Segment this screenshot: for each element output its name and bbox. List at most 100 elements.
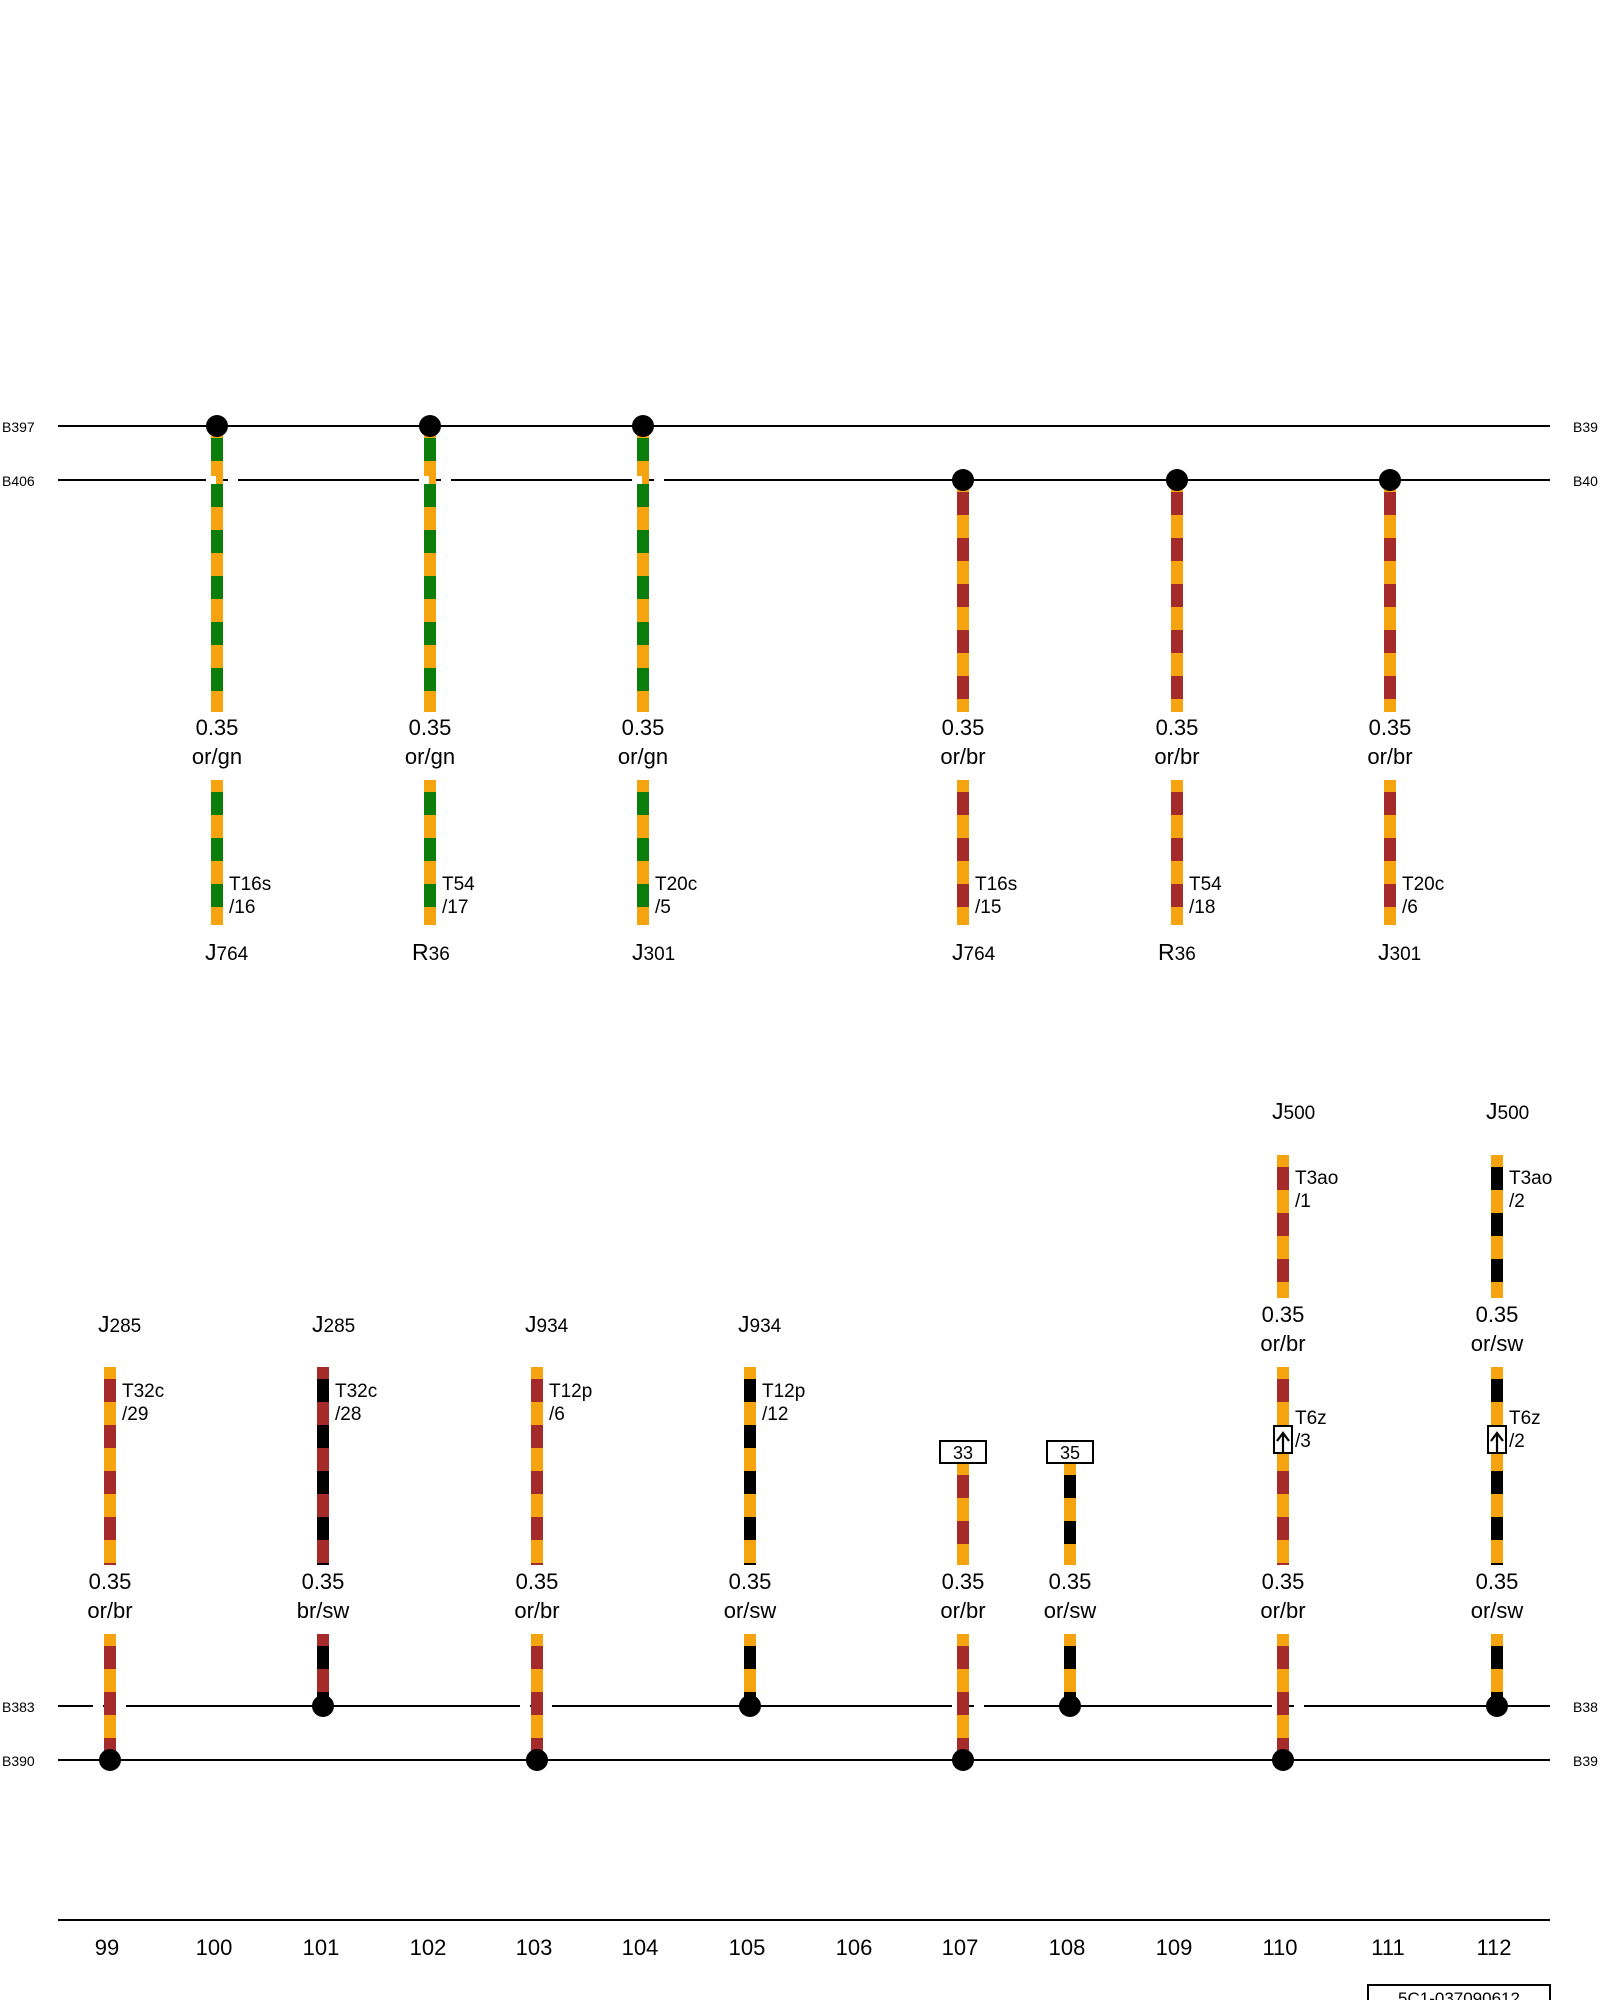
top-bus-lines: B397 B406 B39 B40 bbox=[2, 419, 1598, 489]
wire-gauge: 0.35 bbox=[1476, 1569, 1519, 1594]
wire-gauge: 0.35 bbox=[729, 1569, 772, 1594]
wire-gauge: 0.35 bbox=[1369, 715, 1412, 740]
bus-label-b397-right: B39 bbox=[1573, 419, 1598, 435]
connector-label: T16s bbox=[975, 874, 1017, 895]
connector-label: T3ao bbox=[1509, 1168, 1552, 1189]
crossing-gaps bbox=[206, 476, 664, 484]
wire-color-code: or/br bbox=[87, 1598, 132, 1623]
connector-label: T12p bbox=[549, 1381, 592, 1402]
wire-color-code: or/gn bbox=[192, 744, 242, 769]
wire-color-code: or/sw bbox=[1471, 1598, 1524, 1623]
connector-label: T16s bbox=[229, 874, 271, 895]
connector-label: T32c bbox=[122, 1381, 164, 1402]
bottom-junctions bbox=[99, 1695, 1508, 1771]
wire-segment-upper bbox=[1171, 480, 1183, 712]
wire-segment-upper bbox=[531, 1367, 543, 1565]
wire-segment-lower bbox=[424, 780, 436, 925]
column-number: 112 bbox=[1476, 1935, 1511, 1960]
bottom-bus-lines: B383 B390 B38 B39 bbox=[2, 1699, 1598, 1769]
bus-label-b406-right: B40 bbox=[1573, 473, 1598, 489]
column-number: 100 bbox=[196, 1935, 233, 1960]
component-label: J285 bbox=[98, 1311, 141, 1337]
top-junctions bbox=[206, 415, 1401, 491]
wire-segment-upper bbox=[1064, 1463, 1076, 1565]
top-wire-4: 0.35 or/br T16s /15 J764 bbox=[940, 715, 1017, 965]
bus-label-b383-right: B38 bbox=[1573, 1699, 1598, 1715]
top-wire-3: 0.35 or/gn T20c /5 J301 bbox=[618, 715, 697, 965]
column-number: 101 bbox=[303, 1935, 340, 1960]
connector-pin: /28 bbox=[335, 1404, 361, 1425]
bus-label-b406: B406 bbox=[2, 473, 35, 489]
wire-color-code: or/br bbox=[1260, 1598, 1305, 1623]
wire-gauge: 0.35 bbox=[1156, 715, 1199, 740]
wire-gauge: 0.35 bbox=[1476, 1302, 1519, 1327]
wire-gauge: 0.35 bbox=[409, 715, 452, 740]
wire-color-code: or/sw bbox=[1044, 1598, 1097, 1623]
connector-pin: /15 bbox=[975, 897, 1001, 918]
wire-segment-upper bbox=[317, 1367, 329, 1565]
wire-color-code: or/br bbox=[1154, 744, 1199, 769]
wire-color-code: or/gn bbox=[405, 744, 455, 769]
component-label: J500 bbox=[1272, 1098, 1315, 1124]
wire-color-code: or/sw bbox=[724, 1598, 777, 1623]
wire-segment-upper bbox=[104, 1367, 116, 1565]
component-label: R36 bbox=[1158, 939, 1196, 965]
connector-pin: /1 bbox=[1295, 1191, 1311, 1212]
wire-segment-lower bbox=[1277, 1634, 1289, 1760]
junction-dot bbox=[1166, 469, 1188, 491]
wire-segment-lower bbox=[957, 780, 969, 925]
bus-label-b390: B390 bbox=[2, 1753, 35, 1769]
bottom-wire-5: 33 0.35 or/br bbox=[939, 1440, 987, 1623]
column-number: 99 bbox=[95, 1935, 119, 1960]
reference-box bbox=[939, 1440, 987, 1464]
wire-segment-upper bbox=[1491, 1367, 1503, 1565]
top-wire-6: 0.35 or/br T20c /6 J301 bbox=[1367, 715, 1444, 965]
wire-color-code: or/gn bbox=[618, 744, 668, 769]
reference-number: 35 bbox=[1060, 1443, 1080, 1463]
wire-color-code: or/br bbox=[514, 1598, 559, 1623]
component-label: J500 bbox=[1486, 1098, 1529, 1124]
junction-dot bbox=[419, 415, 441, 437]
component-label: J301 bbox=[632, 939, 675, 965]
connector-pin: /6 bbox=[1402, 897, 1418, 918]
bottom-wire-1: J285 T32c /29 0.35 or/br bbox=[87, 1311, 164, 1623]
junction-dot bbox=[1059, 1695, 1081, 1717]
column-number: 108 bbox=[1049, 1935, 1086, 1960]
junction-dot bbox=[632, 415, 654, 437]
reference-number: 33 bbox=[953, 1443, 973, 1463]
bottom-wire-6: 35 0.35 or/sw bbox=[1044, 1440, 1097, 1623]
junction-dot bbox=[99, 1749, 121, 1771]
connector-pin: /12 bbox=[762, 1404, 788, 1425]
component-label: R36 bbox=[412, 939, 450, 965]
wire-gauge: 0.35 bbox=[89, 1569, 132, 1594]
wire-segment-lower bbox=[211, 780, 223, 925]
connector-pin: /5 bbox=[655, 897, 671, 918]
junction-dot bbox=[952, 469, 974, 491]
wire-color-code: or/br bbox=[940, 1598, 985, 1623]
bottom-wire-8: J500 T3ao /2 0.35 or/sw T6z /2 0.35 or/s… bbox=[1471, 1098, 1553, 1623]
column-number: 110 bbox=[1262, 1935, 1297, 1960]
wire-gauge: 0.35 bbox=[302, 1569, 345, 1594]
wire-segment-lower bbox=[104, 1634, 116, 1760]
component-label: J764 bbox=[952, 939, 996, 965]
wire-segment-top bbox=[1491, 1155, 1503, 1298]
junction-dot bbox=[312, 1695, 334, 1717]
top-wire-5: 0.35 or/br T54 /18 R36 bbox=[1154, 715, 1222, 965]
wire-segment-upper bbox=[424, 426, 436, 712]
connector-label: T20c bbox=[655, 874, 697, 895]
column-number: 102 bbox=[410, 1935, 447, 1960]
connector-pin: /18 bbox=[1189, 897, 1215, 918]
footer-id-box: 5C1-037090612 bbox=[1367, 1984, 1551, 2000]
connector-pin: /2 bbox=[1509, 1431, 1525, 1452]
connector-label: T54 bbox=[1189, 874, 1222, 895]
top-wire-1: 0.35 or/gn T16s /16 J764 bbox=[192, 715, 271, 965]
column-number: 111 bbox=[1371, 1935, 1404, 1960]
junction-dot bbox=[952, 1749, 974, 1771]
wire-gauge: 0.35 bbox=[1049, 1569, 1092, 1594]
wire-gauge: 0.35 bbox=[516, 1569, 559, 1594]
wire-segment-upper bbox=[211, 426, 223, 712]
junction-dot bbox=[206, 415, 228, 437]
column-ruler: 99 100 101 102 103 104 105 106 107 108 1… bbox=[58, 1919, 1550, 1960]
wire-segment-upper bbox=[1277, 1367, 1289, 1565]
junction-dot bbox=[526, 1749, 548, 1771]
